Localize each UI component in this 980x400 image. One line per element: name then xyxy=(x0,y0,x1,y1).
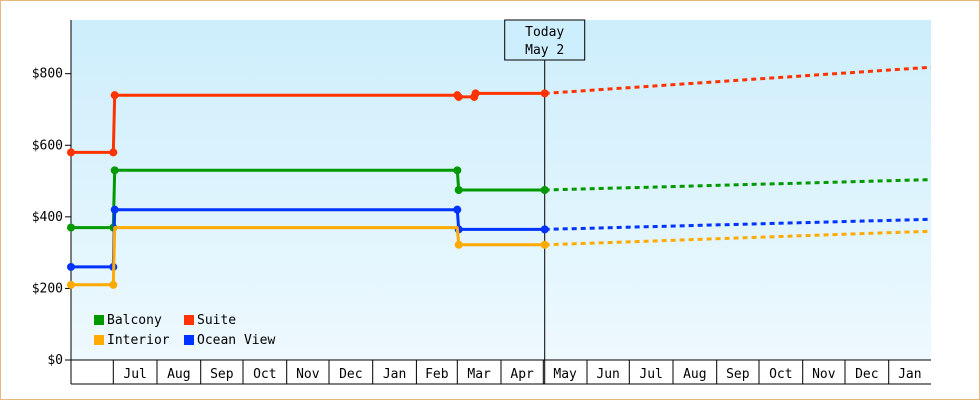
data-point-balcony xyxy=(67,223,75,232)
series-layer xyxy=(67,65,932,289)
x-tick-label: Jun xyxy=(596,367,619,382)
x-tick-label: Aug xyxy=(167,367,190,382)
today-label: Today xyxy=(525,25,564,40)
x-tick-label: Jul xyxy=(639,367,662,382)
series-forecast-balcony xyxy=(544,178,932,192)
x-tick-label: Jan xyxy=(898,367,921,382)
series-interior xyxy=(67,226,932,289)
legend-swatch-ocean-view xyxy=(184,335,194,345)
legend-item-suite: Suite xyxy=(184,313,236,328)
x-tick-label: Mar xyxy=(467,367,491,382)
x-tick-label: Dec xyxy=(339,367,362,382)
y-tick-label: $0 xyxy=(47,353,63,368)
x-tick-label: Dec xyxy=(855,367,878,382)
data-point-suite xyxy=(540,89,549,98)
x-tick-label: Nov xyxy=(296,367,320,382)
legend-label-interior: Interior xyxy=(107,333,170,348)
x-tick-label: May xyxy=(553,367,577,382)
data-point-interior xyxy=(109,280,118,289)
series-line-interior xyxy=(71,226,545,287)
x-tick-label: Aug xyxy=(683,367,706,382)
x-tick-label: Jul xyxy=(123,367,146,382)
data-point-suite xyxy=(110,91,119,100)
series-suite xyxy=(67,65,932,157)
x-tick-label: Sep xyxy=(210,367,234,382)
legend: Balcony Suite Interior Ocean View xyxy=(94,313,275,348)
legend-item-balcony: Balcony xyxy=(94,313,162,328)
data-point-interior xyxy=(454,240,463,249)
data-point-balcony xyxy=(110,166,119,175)
x-tick-label: Apr xyxy=(510,367,534,382)
today-box xyxy=(504,19,586,61)
y-tick-label: $400 xyxy=(32,210,63,225)
legend-swatch-interior xyxy=(94,335,104,345)
data-point-suite xyxy=(454,92,463,101)
series-forecast-interior xyxy=(544,229,932,247)
x-tick-label: Feb xyxy=(425,367,449,382)
x-tick-label: Oct xyxy=(253,367,276,382)
legend-label-suite: Suite xyxy=(197,313,236,328)
data-point-suite xyxy=(109,148,118,157)
today-date-label: May 2 xyxy=(525,43,564,58)
x-tick-label: Nov xyxy=(812,367,836,382)
y-tick-label: $600 xyxy=(32,138,63,153)
series-line-ocean-view xyxy=(71,208,545,269)
legend-label-balcony: Balcony xyxy=(107,313,162,328)
data-point-balcony xyxy=(540,186,549,194)
y-tick-label: $800 xyxy=(32,67,63,82)
data-point-balcony xyxy=(454,186,463,194)
today-marker: Today May 2 xyxy=(504,19,586,384)
data-point-interior xyxy=(67,280,75,289)
axes: $0 $200 $400 $600 $800 Jul Aug Sep Oct Nov Dec Jan F… xyxy=(32,20,931,385)
y-tick-label: $200 xyxy=(32,281,63,296)
data-point-ocean-view xyxy=(453,205,462,214)
data-point-ocean-view xyxy=(540,225,549,234)
legend-item-interior: Interior xyxy=(94,333,170,348)
data-point-ocean-view xyxy=(110,205,119,214)
data-point-suite xyxy=(471,89,480,98)
series-line-balcony xyxy=(71,168,545,230)
x-tick-label: Jan xyxy=(383,367,406,382)
x-tick-label: Oct xyxy=(769,367,792,382)
data-point-suite xyxy=(67,148,75,157)
series-forecast-suite xyxy=(544,65,932,95)
x-tick-label: Sep xyxy=(726,367,750,382)
series-forecast-ocean-view xyxy=(544,217,932,231)
data-point-ocean-view xyxy=(67,262,75,271)
data-point-interior xyxy=(540,240,549,249)
data-point-balcony xyxy=(453,166,462,175)
legend-swatch-suite xyxy=(184,315,194,325)
legend-label-ocean-view: Ocean View xyxy=(197,333,275,348)
legend-item-ocean-view: Ocean View xyxy=(184,333,275,348)
legend-swatch-balcony xyxy=(94,315,104,325)
